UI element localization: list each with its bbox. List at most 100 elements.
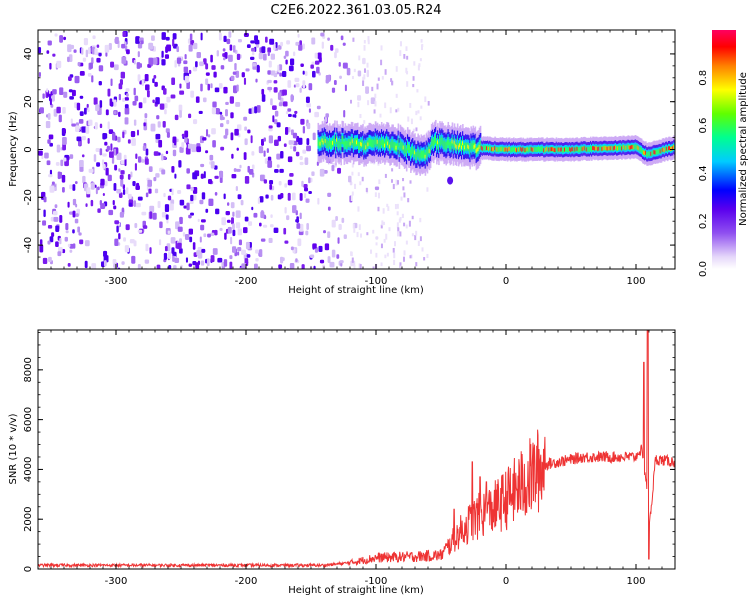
signal-core [579,147,582,153]
sparse-speck [399,50,402,57]
signal-core [591,146,593,152]
noise-cell [308,177,311,184]
noise-cell [123,237,126,242]
noise-cell [259,249,263,258]
noise-cell [118,111,121,117]
signal-core [362,138,364,148]
noise-cell [235,101,241,107]
noise-cell [113,99,117,107]
noise-cell [290,94,294,103]
signal-core [443,140,445,150]
noise-cell [197,260,201,266]
noise-cell [193,42,198,50]
signal-core [624,145,626,151]
noise-cell [146,90,150,98]
noise-cell [96,44,100,48]
signal-peak [643,150,646,155]
noise-cell [171,165,175,173]
signal-peak [437,140,440,145]
noise-cell [298,137,303,145]
x-tick-label: -300 [105,276,128,287]
signal-peak [610,146,613,150]
signal-core [417,148,419,157]
signal-peak [606,146,609,151]
noise-cell [137,43,143,49]
signal-peak [468,145,471,150]
noise-cell [165,150,169,155]
noise-cell [68,76,72,81]
noise-cell [306,223,309,230]
signal-core [320,139,323,148]
noise-cell [287,192,291,201]
noise-cell [256,105,261,113]
noise-cell [251,51,255,56]
noise-cell [256,64,260,73]
noise-cell [90,182,95,190]
sparse-speck [427,100,430,106]
noise-cell [157,200,161,209]
sparse-speck [357,172,360,177]
noise-cell [164,204,170,213]
noise-cell [136,182,140,190]
noise-cell [292,192,296,201]
noise-cell [267,156,272,162]
sparse-speck [359,181,362,186]
noise-cell [207,179,213,184]
sparse-speck [414,235,417,241]
sparse-speck [401,213,404,219]
sparse-speck [419,116,422,121]
noise-cell [316,161,319,166]
noise-cell [72,210,76,218]
noise-cell [214,229,218,236]
noise-cell [85,203,88,208]
noise-cell [258,52,263,60]
spectrogram-ylabel: Frequency (Hz) [8,111,19,187]
snr-xlabel: Height of straight line (km) [288,585,424,596]
noise-cell [236,53,241,61]
signal-peak [503,147,506,152]
noise-cell [144,259,150,264]
signal-peak [625,145,628,150]
noise-cell [289,173,294,177]
noise-cell [225,109,228,117]
noise-cell [289,262,295,269]
noise-cell [233,168,237,172]
noise-cell [132,100,137,106]
noise-cell [106,145,110,151]
noise-cell [67,243,71,248]
noise-cell [272,115,275,123]
noise-cell [190,212,194,216]
signal-core [409,144,411,153]
noise-cell [77,226,81,233]
noise-cell [279,257,285,262]
noise-cell [218,32,222,41]
signal-peak [650,151,653,156]
noise-cell [270,98,273,106]
noise-cell [120,170,125,175]
sparse-speck [389,107,392,114]
signal-core [353,138,356,147]
signal-peak [572,147,575,152]
sparse-speck [366,62,369,68]
sparse-speck [363,120,366,124]
noise-cell [246,254,251,258]
signal-core [366,140,368,150]
x-tick-label: -100 [365,276,388,287]
noise-cell [310,254,315,259]
noise-cell [41,155,44,160]
sparse-speck [374,192,377,197]
signal-peak [389,144,392,149]
noise-cell [237,39,242,43]
sparse-speck [375,242,378,246]
noise-cell [282,101,288,107]
noise-cell [224,52,228,59]
signal-peak [494,146,497,150]
noise-cell [276,122,281,128]
noise-cell [218,83,223,89]
signal-peak [661,147,664,152]
sparse-speck [399,217,402,221]
signal-core [350,136,353,146]
noise-cell [75,125,80,132]
noise-cell [101,159,105,166]
signal-core [452,142,455,151]
